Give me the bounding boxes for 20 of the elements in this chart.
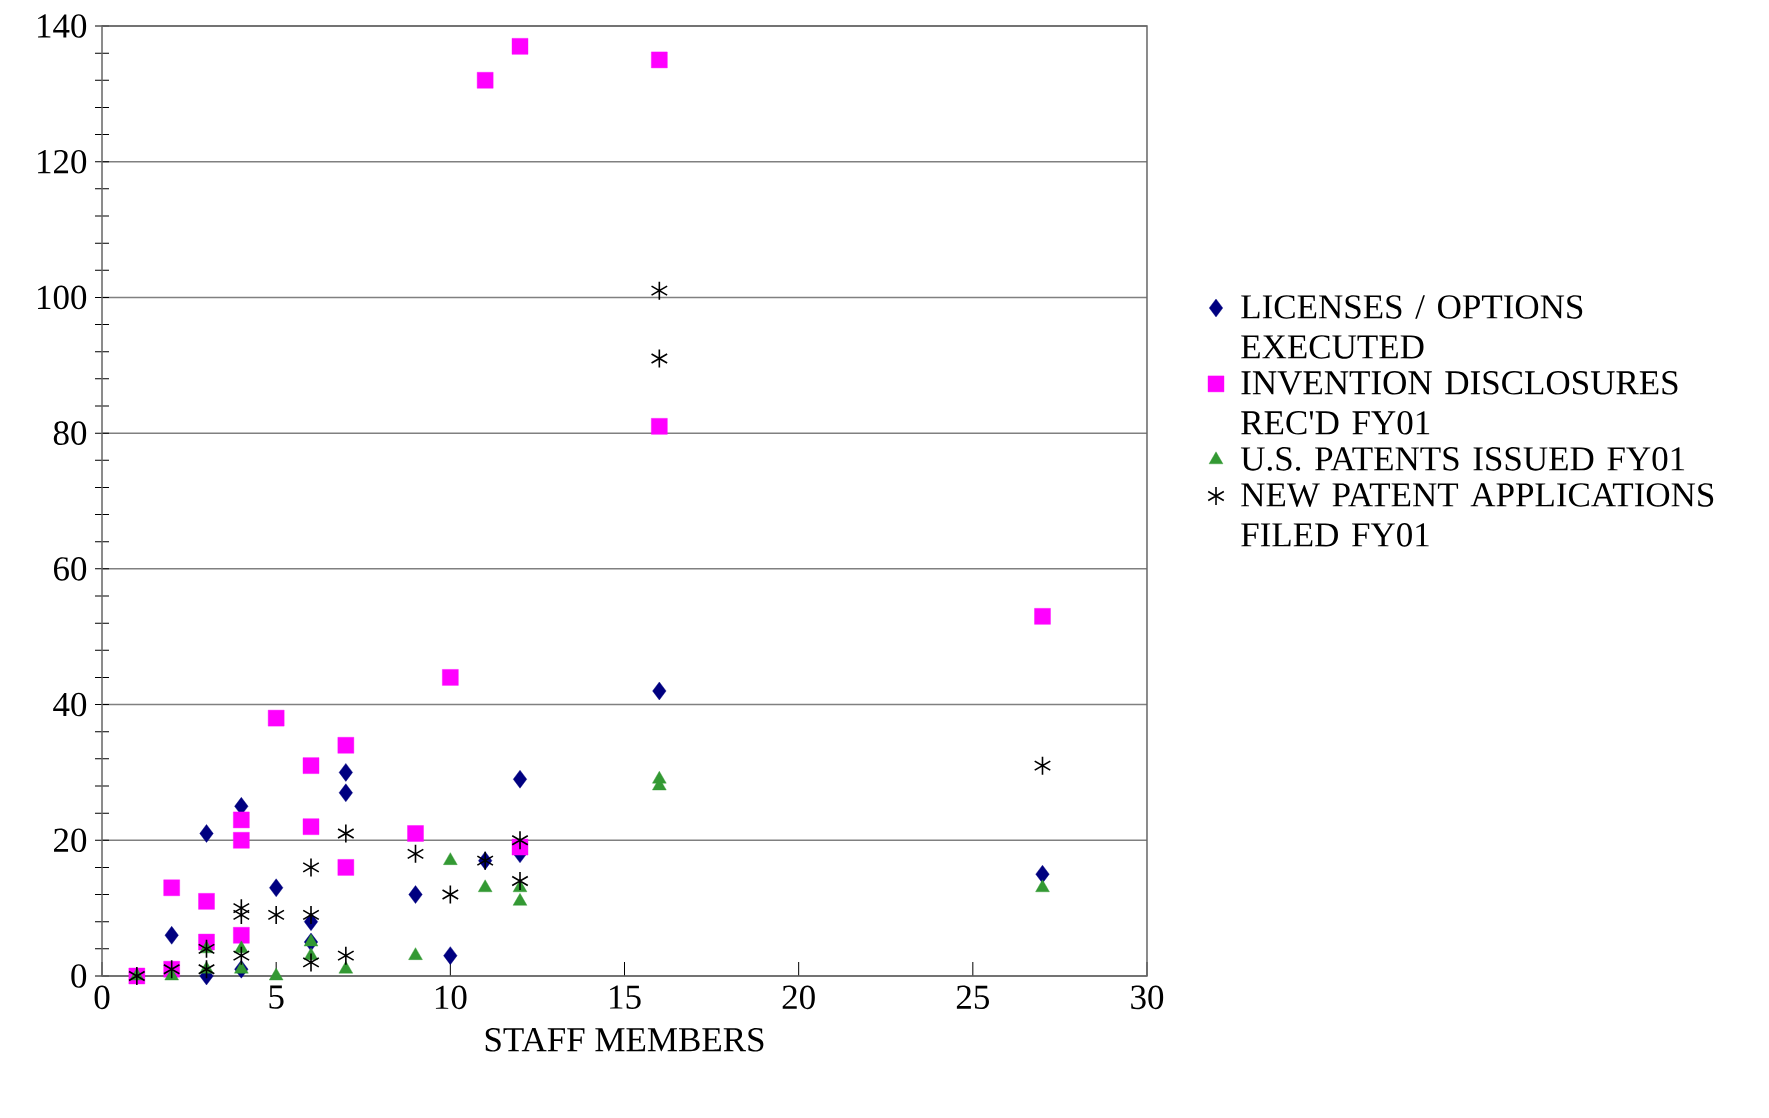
y-tick-label: 100: [38, 285, 87, 310]
y-tick-label: 40: [53, 692, 87, 717]
legend-label: U.S. PATENTS ISSUED FY01: [1240, 447, 1685, 471]
y-tick-label: 80: [53, 421, 87, 445]
x-tick-label: 15: [610, 985, 641, 1009]
x-tick-label: 30: [1131, 985, 1164, 1010]
y-tick-label: 140: [38, 14, 87, 38]
legend-label: INVENTION DISCLOSURES REC'D FY01: [1241, 371, 1678, 435]
y-tick-label: 20: [54, 828, 87, 853]
y-tick-label: 0: [71, 964, 87, 988]
x-tick-label: 20: [782, 985, 815, 1010]
x-tick-label: 5: [269, 985, 284, 1009]
legend-label: LICENSES / OPTIONS EXECUTED: [1241, 295, 1583, 359]
x-tick-label: 0: [94, 985, 110, 1010]
y-tick-label: 120: [38, 149, 87, 174]
y-tick-label: 60: [53, 557, 87, 581]
legend-label: NEW PATENT APPLICATIONS FILED FY01: [1241, 483, 1714, 547]
x-tick-label: 25: [956, 985, 989, 1010]
x-tick-label: 10: [435, 985, 467, 1010]
x-axis-title: STAFF MEMBERS: [485, 1028, 764, 1052]
